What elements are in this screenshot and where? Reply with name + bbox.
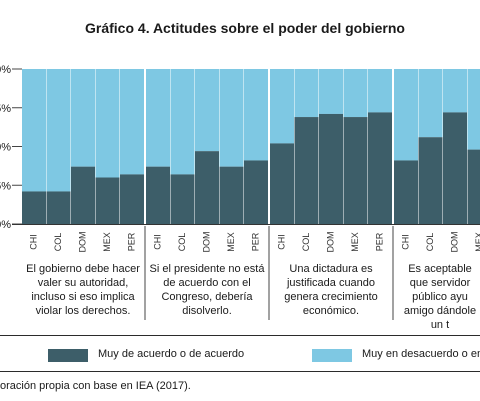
x-tick-label: COL [425, 233, 435, 252]
bar-disagree-1-PER [244, 69, 268, 161]
bar-disagree-1-COL [170, 69, 195, 175]
x-tick-label: CHI [152, 234, 162, 250]
bar-agree-0-CHI [22, 191, 46, 224]
source-note: oración propia con base en IEA (2017). [0, 380, 191, 392]
bar-agree-0-DOM [71, 166, 95, 224]
bar-disagree-2-MEX [343, 69, 368, 118]
x-tick-label: CHI [400, 234, 410, 250]
x-tick-label: CHI [276, 234, 286, 250]
x-tick-label: DOM [77, 232, 87, 253]
group-label-1: Si el presidente no está de acuerdo con … [149, 263, 265, 317]
x-tick-label: PER [250, 232, 260, 251]
bar-agree-3-MEX [467, 149, 480, 224]
x-tick-label: MEX [102, 232, 112, 252]
bar-agree-1-CHI [146, 166, 170, 224]
x-tick-label: MEX [226, 232, 236, 252]
bar-agree-1-COL [170, 174, 195, 224]
bar-agree-2-CHI [270, 143, 294, 224]
group-separator [268, 69, 270, 224]
x-tick-label: DOM [201, 232, 211, 253]
bar-agree-2-MEX [343, 117, 368, 224]
x-tick-label: DOM [449, 232, 459, 253]
group-separator [392, 69, 394, 224]
legend-top-rule [0, 335, 480, 336]
bar-disagree-1-DOM [195, 69, 219, 152]
bar-disagree-0-COL [46, 69, 71, 192]
bar-agree-3-CHI [394, 160, 418, 224]
bar-disagree-0-PER [120, 69, 144, 175]
y-tick-label: 5% [0, 180, 11, 192]
legend-label-agree: Muy de acuerdo o de acuerdo [98, 348, 245, 360]
bar-agree-2-DOM [319, 113, 343, 224]
x-tick-label: PER [126, 232, 136, 251]
bar-agree-3-COL [418, 137, 443, 224]
x-tick-label: COL [53, 233, 63, 252]
x-tick-label: COL [177, 233, 187, 252]
bar-agree-2-COL [294, 117, 319, 224]
x-tick-label: MEX [350, 232, 360, 252]
y-tick-label: 5% [0, 103, 11, 115]
bar-disagree-2-CHI [270, 69, 294, 144]
x-tick-label: DOM [325, 232, 335, 253]
legend-swatch-disagree [312, 349, 352, 362]
legend-label-disagree: Muy en desacuerdo o en de [362, 348, 480, 360]
group-label-2: Una dictadura es justificada cuando gene… [284, 263, 378, 317]
bar-agree-2-PER [368, 112, 392, 224]
group-separator [144, 69, 146, 224]
legend-swatch-agree [48, 349, 88, 362]
bar-agree-0-COL [46, 191, 71, 224]
bar-disagree-2-DOM [319, 69, 343, 114]
bar-agree-1-DOM [195, 151, 219, 224]
bar-disagree-2-PER [368, 69, 392, 113]
bar-disagree-3-COL [418, 69, 443, 138]
x-tick-label: MEX [474, 232, 480, 252]
y-tick-label: 0% [0, 219, 11, 231]
bar-agree-1-PER [244, 160, 268, 224]
bar-agree-0-MEX [95, 177, 120, 224]
x-tick-label: CHI [28, 234, 38, 250]
bar-disagree-3-CHI [394, 69, 418, 161]
bar-agree-3-DOM [443, 112, 467, 224]
chart-title: Gráfico 4. Actitudes sobre el poder del … [85, 20, 405, 36]
group-label-0: El gobierno debe hacer valer su autorida… [26, 263, 140, 317]
group-label-3: Es aceptable que servidor público ayu am… [403, 263, 477, 331]
bar-disagree-0-DOM [71, 69, 95, 167]
bar-disagree-1-CHI [146, 69, 170, 167]
x-tick-label: COL [301, 233, 311, 252]
x-tick-label: PER [374, 232, 384, 251]
bar-disagree-0-CHI [22, 69, 46, 192]
y-tick-label: 0% [0, 64, 11, 76]
bar-disagree-1-MEX [219, 69, 244, 167]
bar-agree-0-PER [120, 174, 144, 224]
bar-disagree-2-COL [294, 69, 319, 118]
bar-disagree-0-MEX [95, 69, 120, 178]
bar-disagree-3-DOM [443, 69, 467, 113]
bar-agree-1-MEX [219, 166, 244, 224]
y-tick-label: 0% [0, 142, 11, 154]
bar-disagree-3-MEX [467, 69, 480, 150]
source-rule [0, 371, 480, 372]
